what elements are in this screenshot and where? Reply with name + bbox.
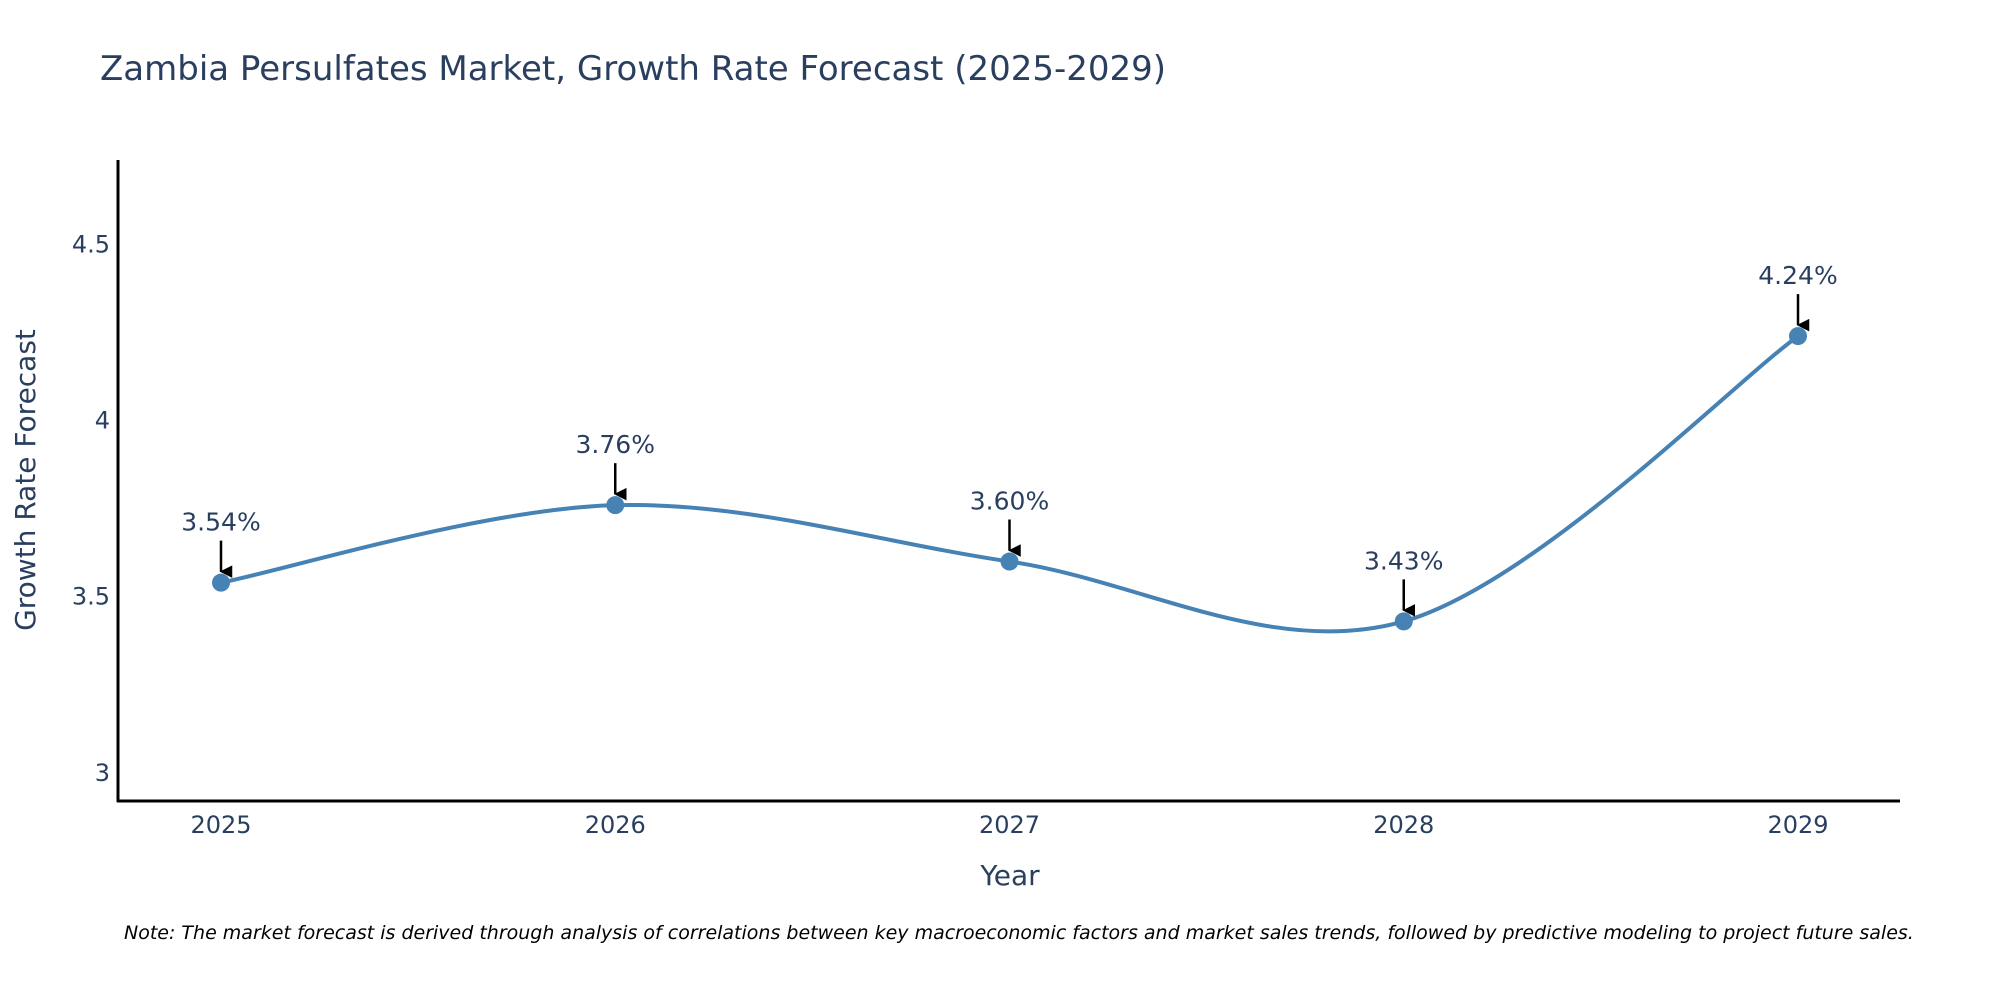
y-tick-label: 4 — [95, 407, 110, 435]
x-axis-ticks: 2025 2026 2027 2028 2029 — [190, 811, 1828, 839]
data-points — [212, 327, 1807, 631]
x-tick-label: 2026 — [585, 811, 646, 839]
data-label: 3.54% — [181, 508, 260, 537]
data-point — [1000, 552, 1019, 571]
x-tick-label: 2028 — [1373, 811, 1434, 839]
y-tick-label: 3.5 — [72, 583, 110, 611]
y-tick-label: 4.5 — [72, 231, 110, 259]
data-point — [1789, 327, 1807, 346]
footnote: Note: The market forecast is derived thr… — [124, 922, 1914, 944]
data-point — [606, 496, 625, 515]
chart-title: Zambia Persulfates Market, Growth Rate F… — [100, 49, 1166, 89]
x-tick-label: 2025 — [190, 811, 251, 839]
y-axis-ticks: 3 3.5 4 4.5 — [72, 231, 110, 787]
y-tick-label: 3 — [95, 759, 110, 787]
data-label: 3.60% — [970, 487, 1049, 516]
data-point — [1394, 612, 1413, 631]
y-axis-title: Growth Rate Forecast — [9, 329, 42, 631]
x-tick-label: 2027 — [979, 811, 1040, 839]
data-label: 3.76% — [576, 430, 655, 459]
data-label: 3.43% — [1364, 546, 1443, 575]
data-label: 4.24% — [1758, 261, 1837, 290]
x-tick-label: 2029 — [1767, 811, 1828, 839]
x-axis-title: Year — [979, 859, 1040, 892]
series-line — [220, 334, 1800, 634]
data-annotations: 3.54% 3.76% 3.60% 3.43% 4.24% — [181, 261, 1838, 617]
data-point — [212, 573, 230, 592]
